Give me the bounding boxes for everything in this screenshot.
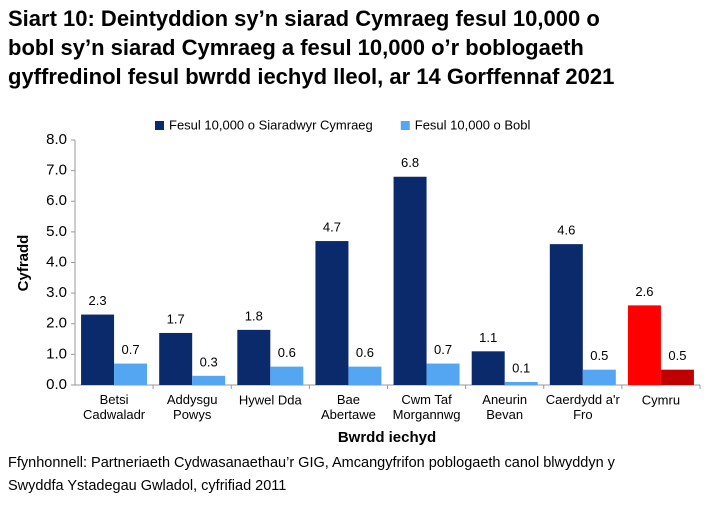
y-tick-label: 2.0 — [46, 315, 67, 332]
legend-label: Fesul 10,000 o Siaradwyr Cymraeg — [169, 117, 373, 132]
y-tick-label: 7.0 — [46, 162, 67, 179]
value-label: 0.6 — [278, 345, 296, 360]
y-axis-title: Cyfradd — [15, 235, 32, 292]
y-tick-label: 0.0 — [46, 376, 67, 393]
x-tick-label: Aneurin Bevan — [482, 392, 527, 422]
bar — [504, 381, 538, 385]
value-label: 4.7 — [323, 220, 341, 235]
bar — [660, 369, 694, 385]
value-label: 0.6 — [356, 345, 374, 360]
x-tick-label: Caerdydd a'r Fro — [546, 392, 621, 422]
x-tick-label: Cymru — [642, 392, 680, 407]
bar — [393, 176, 427, 385]
x-tick-label: Addysgu Powys — [167, 392, 218, 422]
bar — [81, 314, 115, 385]
value-label: 4.6 — [557, 223, 575, 238]
legend-swatch — [155, 121, 164, 130]
bar — [582, 369, 616, 385]
value-label: 0.1 — [512, 360, 530, 375]
bar — [549, 244, 583, 385]
value-label: 1.1 — [479, 330, 497, 345]
legend-label: Fesul 10,000 o Bobl — [415, 117, 531, 132]
y-tick-label: 1.0 — [46, 345, 67, 362]
y-tick-label: 4.0 — [46, 253, 67, 270]
value-label: 0.5 — [668, 348, 686, 363]
value-label: 2.6 — [635, 284, 653, 299]
bar — [426, 363, 460, 385]
y-tick-label: 6.0 — [46, 192, 67, 209]
value-label: 0.7 — [122, 342, 140, 357]
bar — [192, 375, 226, 385]
bar — [348, 366, 382, 385]
bar — [627, 305, 661, 385]
bar — [471, 351, 505, 385]
bar — [315, 241, 349, 385]
x-tick-label: Cwm Taf Morgannwg — [393, 392, 461, 422]
chart-title: Siart 10: Deintyddion sy’n siarad Cymrae… — [8, 6, 615, 89]
y-tick-label: 3.0 — [46, 284, 67, 301]
x-tick-label: Hywel Dda — [239, 392, 303, 407]
bar — [237, 329, 271, 385]
bar — [159, 332, 193, 385]
value-label: 1.7 — [167, 311, 185, 326]
bar — [114, 363, 148, 385]
value-label: 6.8 — [401, 155, 419, 170]
source-note: Ffynhonnell: Partneriaeth Cydwasanaethau… — [8, 455, 615, 494]
y-tick-label: 8.0 — [46, 131, 67, 148]
bar — [270, 366, 304, 385]
value-label: 2.3 — [89, 293, 107, 308]
value-label: 0.7 — [434, 342, 452, 357]
value-label: 0.3 — [200, 354, 218, 369]
y-tick-label: 5.0 — [46, 223, 67, 240]
x-tick-label: Betsi Cadwaladr — [83, 392, 146, 422]
value-label: 0.5 — [590, 348, 608, 363]
x-tick-label: Bae Abertawe — [321, 392, 376, 422]
legend-swatch — [400, 121, 410, 130]
x-axis-title: Bwrdd iechyd — [338, 429, 436, 446]
value-label: 1.8 — [245, 308, 263, 323]
